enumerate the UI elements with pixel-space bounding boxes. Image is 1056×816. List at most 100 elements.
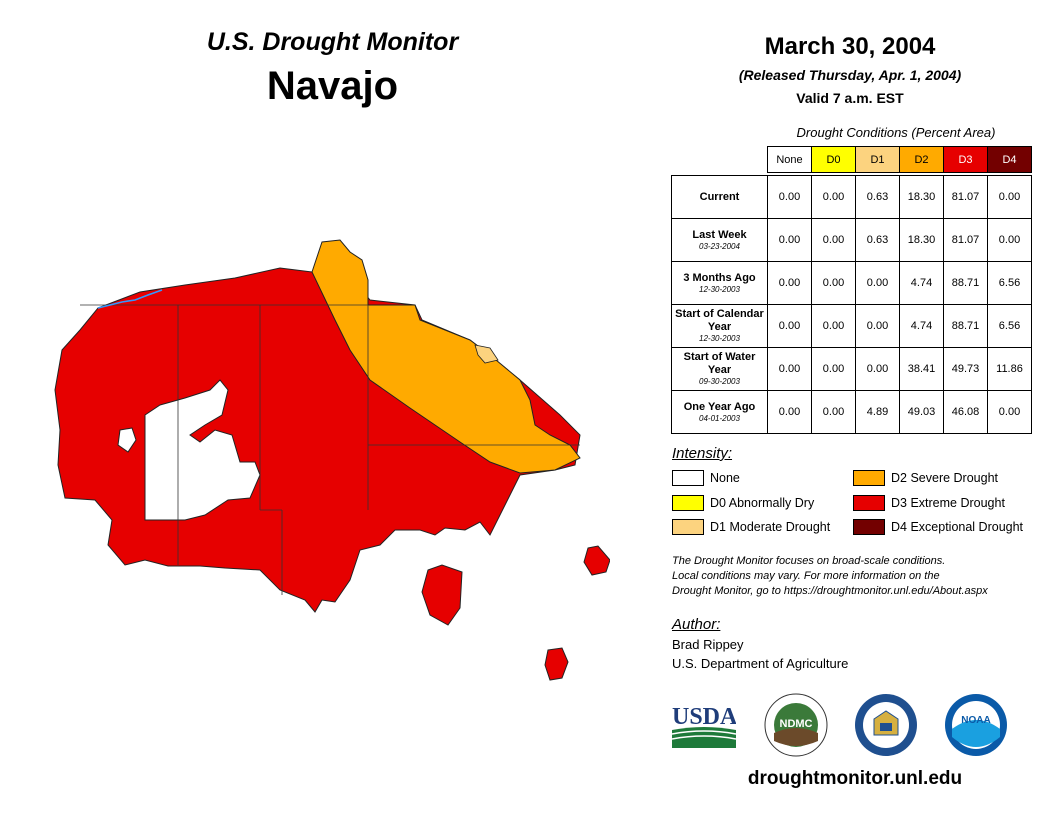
legend-label: D1 Moderate Drought [710, 520, 831, 534]
cell: 88.71 [943, 304, 988, 348]
legend-item-d0: D0 Abnormally Dry [672, 495, 814, 511]
river [97, 289, 163, 309]
cell: 0.00 [767, 261, 812, 305]
map-date: March 30, 2004 [764, 33, 936, 60]
valid-time: Valid 7 a.m. EST [796, 90, 904, 106]
legend-label: D0 Abnormally Dry [710, 496, 815, 510]
d1-region [474, 344, 499, 364]
table-row: 3 Months Ago 12-30-2003 0.00 0.00 0.00 4.… [671, 261, 1032, 305]
table-row: Current 0.00 0.00 0.63 18.30 81.07 0.00 [671, 175, 1032, 219]
table-header-row: None D0 D1 D2 D3 D4 [672, 146, 1032, 173]
release-date: (Released Thursday, Apr. 1, 2004) [738, 67, 962, 83]
svg-text:NOAA: NOAA [961, 715, 990, 726]
cell: 46.08 [943, 390, 988, 434]
row-label: 3 Months Ago 12-30-2003 [671, 261, 768, 305]
d3-island-1 [421, 564, 463, 626]
col-none: None [767, 146, 812, 173]
table-row: Start of Calendar Year 12-30-2003 0.00 0.… [671, 304, 1032, 348]
legend-swatch [853, 470, 885, 486]
none-region [144, 379, 261, 521]
note-line: Drought Monitor, go to https://droughtmo… [672, 585, 988, 597]
legend-item-d1: D1 Moderate Drought [672, 519, 830, 535]
table-corner [672, 147, 768, 173]
cell: 0.00 [811, 218, 856, 262]
cell: 4.74 [899, 261, 944, 305]
legend-swatch [672, 470, 704, 486]
legend-item-d2: D2 Severe Drought [853, 470, 998, 486]
author-organization: U.S. Department of Agriculture [672, 656, 849, 671]
map-title: U.S. Drought Monitor [206, 28, 459, 56]
cell: 0.00 [987, 175, 1032, 219]
county-lines [80, 304, 580, 595]
cell: 81.07 [943, 218, 988, 262]
cell: 0.63 [855, 175, 900, 219]
d3-island-2 [583, 545, 610, 576]
table-row: Last Week 03-23-2004 0.00 0.00 0.63 18.30… [671, 218, 1032, 262]
col-d0: D0 [811, 146, 856, 173]
commerce-seal-logo [855, 694, 917, 756]
note-line: Local conditions may vary. For more info… [672, 570, 940, 582]
col-d1: D1 [855, 146, 900, 173]
cell: 0.00 [767, 218, 812, 262]
cell: 81.07 [943, 175, 988, 219]
cell: 0.00 [767, 347, 812, 391]
disclaimer-note: The Drought Monitor focuses on broad-sca… [672, 554, 1052, 599]
col-d4: D4 [987, 146, 1032, 173]
cell: 0.00 [767, 304, 812, 348]
cell: 0.63 [855, 218, 900, 262]
cell: 6.56 [987, 261, 1032, 305]
cell: 0.00 [811, 390, 856, 434]
col-d2: D2 [899, 146, 944, 173]
d2-region [311, 239, 581, 474]
cell: 6.56 [987, 304, 1032, 348]
cell: 49.73 [943, 347, 988, 391]
conditions-caption: Drought Conditions (Percent Area) [796, 125, 996, 140]
note-line: The Drought Monitor focuses on broad-sca… [672, 555, 946, 567]
cell: 0.00 [855, 347, 900, 391]
cell: 4.74 [899, 304, 944, 348]
table-row: Start of Water Year 09-30-2003 0.00 0.00 … [671, 347, 1032, 391]
cell: 88.71 [943, 261, 988, 305]
cell: 0.00 [811, 175, 856, 219]
cell: 0.00 [855, 304, 900, 348]
row-label: Start of Water Year 09-30-2003 [671, 347, 768, 391]
legend-label: None [710, 471, 740, 485]
legend-item-d3: D3 Extreme Drought [853, 495, 1005, 511]
author-name: Brad Rippey [672, 637, 744, 652]
legend-swatch [853, 495, 885, 511]
legend-item-d4: D4 Exceptional Drought [853, 519, 1023, 535]
cell: 0.00 [855, 261, 900, 305]
website-link[interactable]: droughtmonitor.unl.edu [747, 768, 963, 789]
cell: 0.00 [811, 261, 856, 305]
legend-label: D3 Extreme Drought [891, 496, 1005, 510]
cell: 38.41 [899, 347, 944, 391]
cell: 0.00 [767, 175, 812, 219]
noaa-logo: NOAA [945, 694, 1007, 756]
map-region-name: Navajo [266, 64, 399, 108]
table-row: One Year Ago 04-01-2003 0.00 0.00 4.89 49… [671, 390, 1032, 434]
cell: 49.03 [899, 390, 944, 434]
usda-logo: USDA [672, 704, 736, 748]
cell: 11.86 [987, 347, 1032, 391]
cell: 0.00 [987, 218, 1032, 262]
row-label: Start of Calendar Year 12-30-2003 [671, 304, 768, 348]
col-d3: D3 [943, 146, 988, 173]
cell: 0.00 [987, 390, 1032, 434]
legend-title: Intensity: [672, 445, 733, 462]
cell: 18.30 [899, 175, 944, 219]
legend-swatch [672, 495, 704, 511]
none-region-small [117, 427, 137, 453]
legend-swatch [853, 519, 885, 535]
row-label: Last Week 03-23-2004 [671, 218, 768, 262]
svg-text:NDMC: NDMC [780, 718, 813, 730]
cell: 0.00 [767, 390, 812, 434]
cell: 0.00 [811, 304, 856, 348]
legend-label: D2 Severe Drought [891, 471, 999, 485]
ndmc-logo: NDMC [764, 693, 828, 757]
legend-label: D4 Exceptional Drought [891, 520, 1024, 534]
d3-island-3 [544, 647, 569, 681]
legend-swatch [672, 519, 704, 535]
row-label: Current [671, 175, 768, 219]
cell: 0.00 [811, 347, 856, 391]
drought-conditions-table: None D0 D1 D2 D3 D4 Current 0.00 0.00 0.… [671, 146, 1032, 434]
